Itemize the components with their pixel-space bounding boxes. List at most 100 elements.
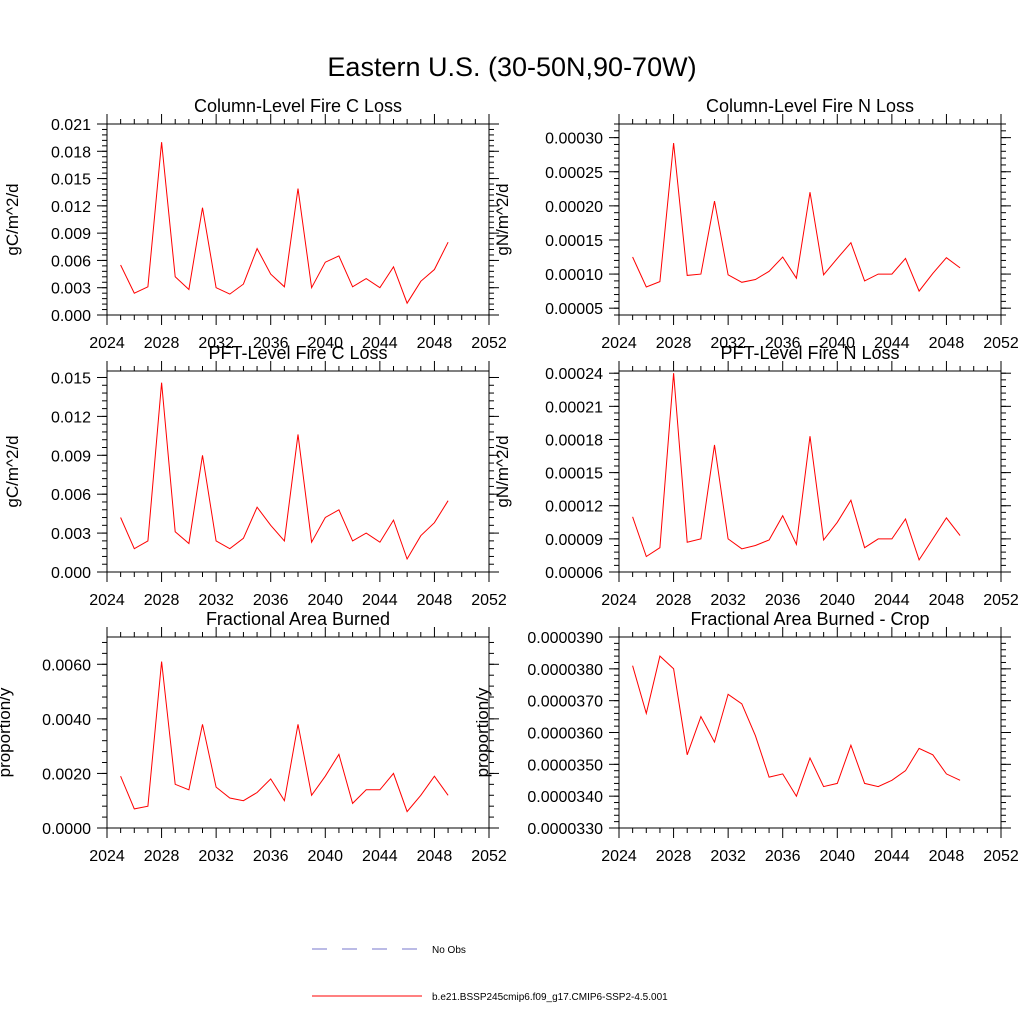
panel-grid: Column-Level Fire C Loss 2024 2028 2032 2036…: [0, 96, 1019, 865]
x-tick-label: 2028: [656, 848, 692, 865]
y-tick-label: 0.009: [51, 226, 91, 243]
figure-title: Eastern U.S. (30-50N,90-70W): [327, 52, 696, 82]
x-tick-label: 2036: [253, 848, 289, 865]
x-tick-label: 2036: [253, 335, 289, 352]
x-tick-label: 2048: [417, 592, 453, 609]
y-tick-label: 0.00024: [545, 366, 603, 383]
y-tick-label: 0.012: [51, 409, 91, 426]
panel-title: Fractional Area Burned: [206, 609, 390, 629]
y-tick-label: 0.000: [51, 308, 91, 325]
y-tick-label: 0.00015: [545, 466, 603, 483]
y-tick-label: 0.0060: [42, 657, 91, 674]
x-tick-label: 2048: [417, 848, 453, 865]
x-tick-label: 2040: [819, 848, 855, 865]
x-tick-label: 2052: [983, 848, 1019, 865]
plot-frame: [618, 123, 1002, 316]
x-tick-label: 2048: [929, 848, 965, 865]
x-tick-label: 2028: [144, 335, 180, 352]
x-tick-label: 2024: [601, 848, 637, 865]
x-tick-label: 2040: [307, 848, 343, 865]
panel-title: PFT-Level Fire C Loss: [208, 343, 387, 363]
y-tick-label: 0.00006: [545, 565, 603, 582]
chart-panel: Fractional Area Burned 2024 2028 2032 2036 20…: [0, 609, 507, 865]
y-tick-label: 0.00009: [545, 532, 603, 549]
y-tick-label: 0.0000330: [527, 821, 603, 838]
y-tick-label: 0.006: [51, 487, 91, 504]
x-tick-label: 2036: [765, 848, 801, 865]
y-tick-label: 0.003: [51, 526, 91, 543]
panel-title: Column-Level Fire N Loss: [706, 96, 914, 116]
y-axis-label: gN/m^2/d: [493, 183, 512, 255]
plot-frame: [106, 370, 490, 573]
y-tick-label: 0.018: [51, 144, 91, 161]
y-axis-label: gC/m^2/d: [3, 183, 22, 255]
x-tick-label: 2040: [307, 592, 343, 609]
y-tick-label: 0.000: [51, 565, 91, 582]
x-tick-label: 2044: [874, 335, 910, 352]
x-tick-label: 2028: [144, 848, 180, 865]
y-tick-label: 0.0020: [42, 766, 91, 783]
x-tick-label: 2024: [89, 335, 125, 352]
x-tick-label: 2052: [471, 848, 507, 865]
x-tick-label: 2052: [471, 592, 507, 609]
x-tick-label: 2028: [144, 592, 180, 609]
x-tick-label: 2032: [710, 335, 746, 352]
y-axis-label: proportion/y: [473, 687, 492, 777]
x-tick-label: 2032: [710, 848, 746, 865]
y-axis-label: gC/m^2/d: [3, 435, 22, 507]
x-tick-label: 2036: [253, 592, 289, 609]
chart-panel: PFT-Level Fire C Loss 2024 2028 2032 2036 204…: [3, 343, 507, 609]
x-tick-label: 2028: [656, 592, 692, 609]
x-tick-label: 2028: [656, 335, 692, 352]
y-tick-label: 0.0000380: [527, 662, 603, 679]
y-tick-label: 0.015: [51, 172, 91, 189]
chart-panel: Column-Level Fire C Loss 2024 2028 2032 2036…: [3, 96, 507, 352]
y-tick-label: 0.015: [51, 370, 91, 387]
series-line: [632, 373, 961, 562]
y-tick-label: 0.006: [51, 253, 91, 270]
x-tick-label: 2052: [983, 335, 1019, 352]
plot-frame: [106, 636, 490, 829]
x-tick-label: 2044: [362, 335, 398, 352]
x-tick-label: 2048: [929, 592, 965, 609]
x-tick-label: 2032: [198, 335, 234, 352]
x-tick-label: 2044: [874, 848, 910, 865]
y-tick-label: 0.003: [51, 281, 91, 298]
x-tick-label: 2024: [89, 592, 125, 609]
plot-frame: [106, 123, 490, 316]
x-tick-label: 2040: [819, 335, 855, 352]
series-line: [632, 143, 961, 293]
panel-title: Fractional Area Burned - Crop: [690, 609, 929, 629]
x-tick-label: 2044: [874, 592, 910, 609]
chart-panel: PFT-Level Fire N Loss 2024 2028 2032 2036 204…: [493, 343, 1019, 609]
x-tick-label: 2052: [983, 592, 1019, 609]
panel-title: PFT-Level Fire N Loss: [720, 343, 899, 363]
x-tick-label: 2040: [307, 335, 343, 352]
y-axis-label: gN/m^2/d: [493, 435, 512, 507]
y-tick-label: 0.00005: [545, 301, 603, 318]
y-tick-label: 0.00025: [545, 165, 603, 182]
legend-label-model-run: b.e21.BSSP245cmip6.f09_g17.CMIP6-SSP2-4.…: [432, 992, 668, 1003]
x-tick-label: 2044: [362, 592, 398, 609]
series-line: [120, 382, 449, 561]
x-tick-label: 2032: [198, 848, 234, 865]
series-line: [120, 142, 449, 305]
y-tick-label: 0.00030: [545, 131, 603, 148]
chart-panel: Column-Level Fire N Loss 2024 2028 2032 2036…: [493, 96, 1019, 352]
series-line: [632, 655, 961, 798]
series-line: [120, 661, 449, 813]
y-tick-label: 0.012: [51, 199, 91, 216]
x-tick-label: 2052: [471, 335, 507, 352]
y-tick-label: 0.00020: [545, 199, 603, 216]
x-tick-label: 2048: [929, 335, 965, 352]
x-tick-label: 2024: [89, 848, 125, 865]
x-tick-label: 2044: [362, 848, 398, 865]
y-tick-label: 0.00012: [545, 499, 603, 516]
y-axis-label: proportion/y: [0, 687, 14, 777]
y-tick-label: 0.0000: [42, 821, 91, 838]
y-tick-label: 0.0000370: [527, 694, 603, 711]
x-tick-label: 2032: [198, 592, 234, 609]
y-tick-label: 0.0000350: [527, 757, 603, 774]
y-tick-label: 0.00010: [545, 267, 603, 284]
